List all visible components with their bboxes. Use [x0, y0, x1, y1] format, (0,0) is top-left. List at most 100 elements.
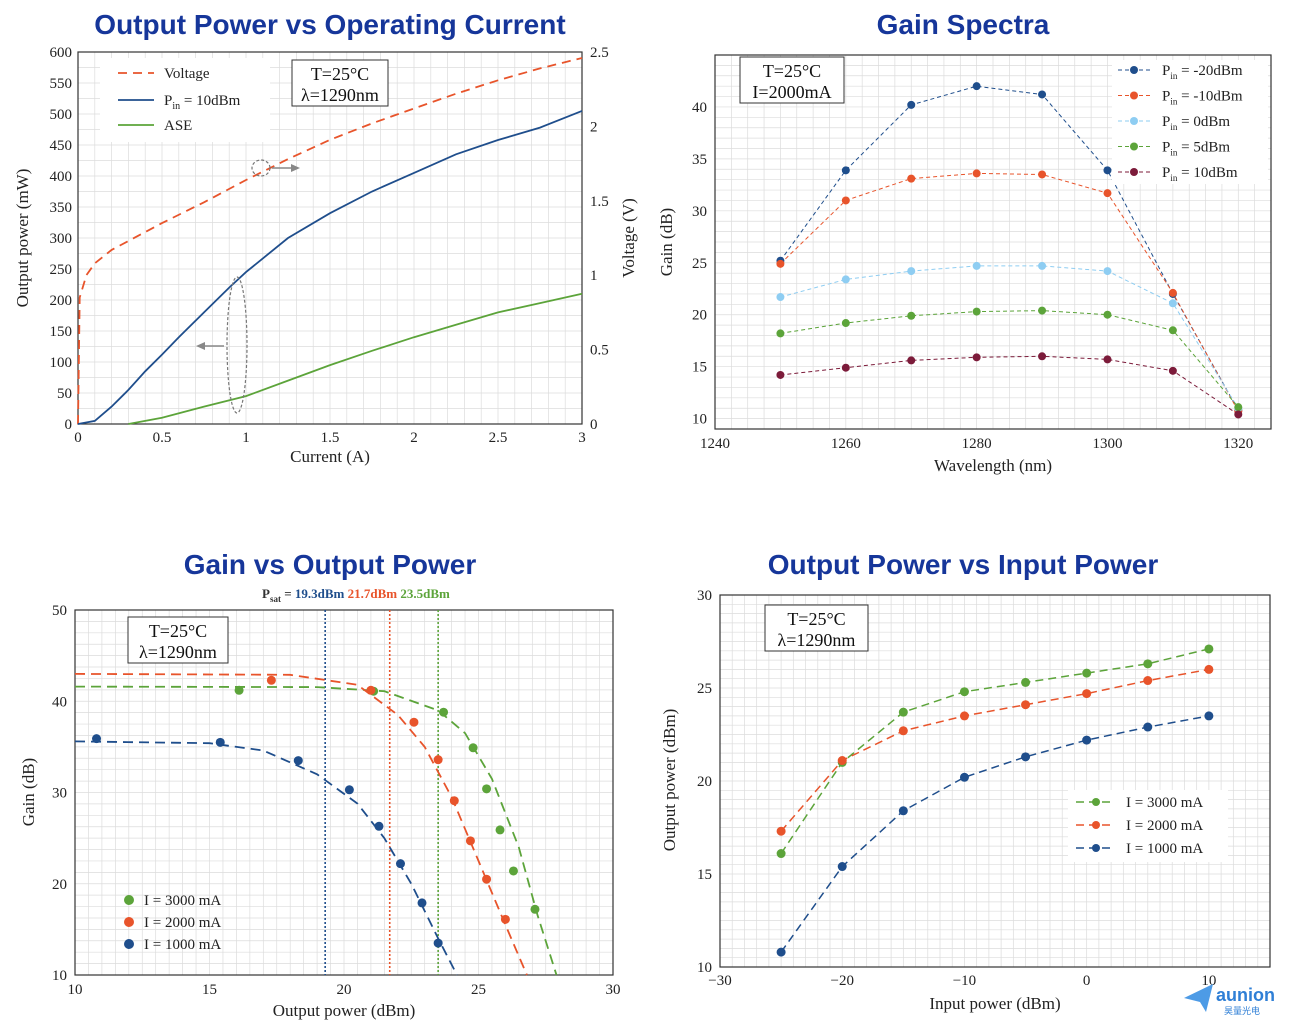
fit-line-1	[74, 673, 528, 976]
legend-label-sub: in	[172, 101, 180, 112]
annotation-box	[739, 56, 845, 104]
annotation-box	[764, 604, 869, 652]
data-point	[500, 914, 510, 924]
data-point	[1103, 166, 1112, 175]
data-point	[1038, 306, 1047, 315]
y-tick-label: 25	[697, 681, 712, 697]
x-tick-label: 1240	[700, 436, 730, 452]
data-point	[433, 755, 443, 765]
x-tick-label: 1280	[962, 436, 992, 452]
y-tick-label: 600	[50, 45, 73, 61]
data-point	[1038, 170, 1047, 179]
y2-tick-label: 1.5	[590, 194, 609, 210]
data-point	[907, 267, 916, 276]
data-point	[234, 685, 244, 695]
legend-label-4: Pin = 10dBm	[1162, 165, 1238, 183]
x-tick-label: 25	[471, 982, 486, 998]
legend-marker-3	[1130, 142, 1138, 151]
chart-gain-spectra: Gain Spectra 1240 1260 1280 1300 1320 10 15 20 25…	[657, 9, 1272, 475]
legend-label-main: P	[1162, 140, 1170, 156]
x-tick-label: 2.5	[489, 430, 508, 446]
x-tick-label: 1.5	[321, 430, 340, 446]
paper-plane-icon	[1184, 984, 1213, 1012]
y-axis-label: Gain (dB)	[657, 208, 676, 276]
data-point	[1103, 189, 1112, 198]
legend-marker-0	[1130, 66, 1138, 74]
data-point	[1168, 288, 1177, 297]
y-axis-label: Output power (dBm)	[660, 709, 679, 852]
data-point	[841, 319, 850, 328]
annotation-temperature: T=25°C	[149, 621, 207, 641]
data-point	[215, 737, 225, 747]
x-tick-label: 20	[337, 982, 352, 998]
psat-value-2: 23.5dBm	[400, 586, 450, 601]
y2-tick-label: 0.5	[590, 343, 609, 359]
series-line-3	[780, 310, 1239, 408]
y-tick-label: 0	[65, 417, 73, 433]
data-point	[898, 707, 908, 717]
legend-label-tail: = 0dBm	[1177, 114, 1230, 130]
data-point	[1234, 410, 1243, 419]
data-point	[1143, 676, 1153, 686]
logo-subtitle: 昊量光电	[1224, 1005, 1260, 1017]
x-tick-label: 2	[410, 430, 418, 446]
x-tick-label: 3	[578, 430, 586, 446]
chart-output-vs-input-power: Output Power vs Input Power −30 −20 −10 0 10 1…	[660, 549, 1271, 1013]
chart-title: Gain vs Output Power	[184, 549, 477, 580]
data-point	[972, 169, 981, 178]
y2-tick-label: 0	[590, 417, 598, 433]
legend-label-main: P	[1162, 63, 1170, 79]
data-point	[898, 726, 908, 736]
chart-title: Output Power vs Input Power	[768, 549, 1159, 580]
y-tick-label: 30	[692, 204, 707, 220]
y-axis-label: Output power (mW)	[13, 169, 32, 308]
data-point	[837, 756, 847, 766]
data-point	[449, 796, 459, 806]
x-axis-label: Current (A)	[290, 447, 370, 466]
legend-label-sub: in	[1170, 71, 1178, 81]
x-tick-label: −30	[708, 973, 731, 989]
data-point	[1082, 689, 1092, 699]
series-line-2	[780, 265, 1239, 409]
data-point	[776, 849, 786, 859]
y-tick-label: 150	[50, 324, 73, 340]
data-point	[1234, 403, 1243, 412]
data-point	[1143, 722, 1153, 732]
y2-axis-label: Voltage (V)	[619, 198, 638, 277]
y-tick-label: 40	[52, 694, 67, 710]
legend-label-tail: = 5dBm	[1177, 140, 1230, 156]
annotation-condition: λ=1290nm	[301, 85, 379, 105]
data-point	[1021, 677, 1031, 687]
legend-label-3: Pin = 5dBm	[1162, 140, 1230, 158]
annotation-condition: λ=1290nm	[778, 630, 856, 650]
x-tick-label: 30	[606, 982, 621, 998]
data-point	[530, 904, 540, 914]
arrow-head-left-icon	[196, 342, 205, 350]
data-point	[508, 866, 518, 876]
power-callout-ellipse	[226, 276, 248, 414]
data-point	[907, 311, 916, 320]
y-tick-label: 40	[692, 100, 707, 116]
y-tick-label: 250	[50, 262, 73, 278]
data-point	[1204, 711, 1214, 721]
data-point	[1143, 659, 1153, 669]
data-point	[374, 821, 384, 831]
legend: I = 3000 mA I = 2000 mA I = 1000 mA	[124, 893, 221, 953]
y-tick-label: 30	[52, 786, 67, 802]
logo-name: aunion	[1216, 985, 1275, 1005]
psat-label: Psat = 19.3dBm 21.7dBm 23.5dBm	[262, 586, 450, 604]
data-point	[433, 938, 443, 948]
chart-title: Gain Spectra	[877, 9, 1050, 40]
series-line-1	[77, 110, 583, 425]
legend-label-0: I = 3000 mA	[1126, 795, 1203, 811]
legend-label-tail: = -10dBm	[1177, 89, 1242, 105]
y-tick-label: 50	[52, 603, 67, 619]
series-line-0	[780, 648, 1210, 854]
legend-label-tail: = 10dBm	[180, 93, 240, 109]
y-tick-label: 15	[697, 867, 712, 883]
x-tick-label: 1260	[831, 436, 861, 452]
data-point	[972, 353, 981, 362]
psat-label-sub: sat	[270, 594, 281, 604]
